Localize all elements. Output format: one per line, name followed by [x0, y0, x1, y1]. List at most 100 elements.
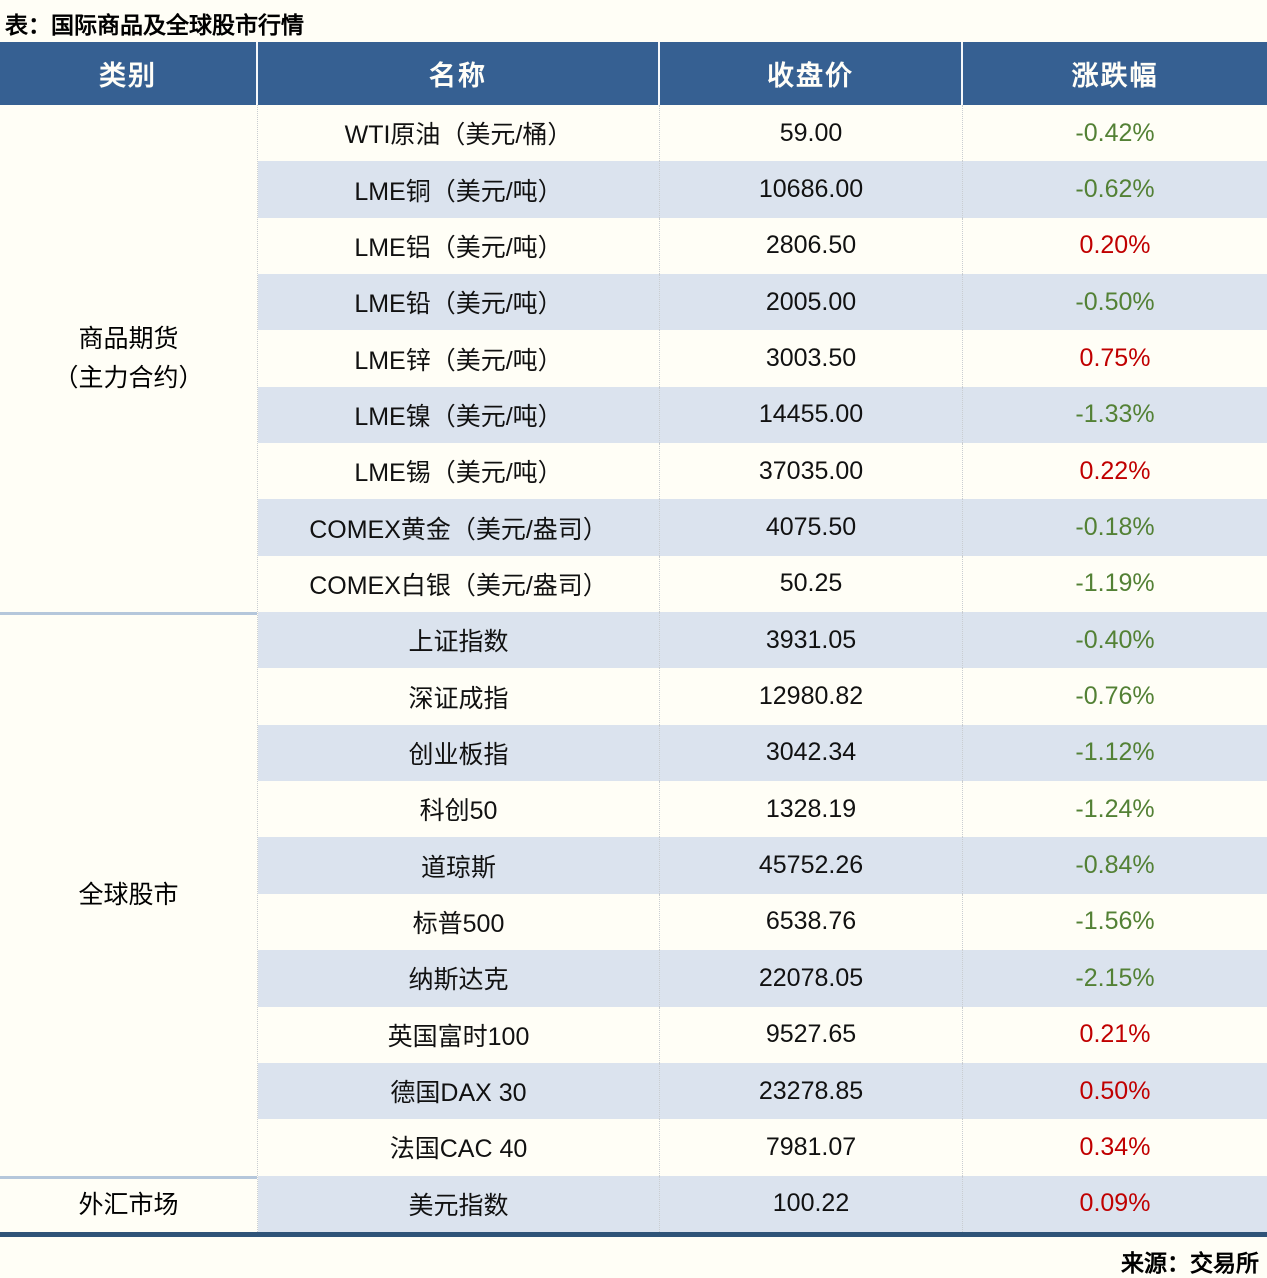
table-row: LME铜（美元/吨） 10686.00 -0.62% [258, 161, 1267, 218]
header-close-price: 收盘价 [660, 42, 963, 105]
table-rows: WTI原油（美元/桶） 59.00 -0.42% LME铜（美元/吨） 10686.00… [258, 105, 1267, 1232]
row-close-price: 50.25 [660, 555, 963, 613]
row-close-price: 3931.05 [660, 612, 963, 669]
row-name: LME铅（美元/吨） [258, 274, 660, 331]
category-column: 类别 商品期货 （主力合约） 全球股市 外汇市场 [0, 42, 258, 1232]
table-row: 纳斯达克 22078.05 -2.15% [258, 950, 1267, 1007]
table-row: 道琼斯 45752.26 -0.84% [258, 837, 1267, 894]
table-row: 深证成指 12980.82 -0.76% [258, 668, 1267, 725]
category-label-line: 全球股市 [78, 881, 179, 910]
row-name: 纳斯达克 [258, 950, 660, 1007]
header-change-pct: 涨跌幅 [1071, 61, 1159, 91]
row-close-price: 14455.00 [660, 386, 963, 444]
quotes-table: 类别 商品期货 （主力合约） 全球股市 外汇市场 名称 收盘价 涨跌幅 [0, 42, 1267, 1232]
row-change-pct: 0.20% [1079, 231, 1151, 260]
row-close-price: 12980.82 [660, 668, 963, 725]
table-row: LME铅（美元/吨） 2005.00 -0.50% [258, 274, 1267, 331]
row-change-pct: -0.50% [1075, 287, 1155, 316]
row-change-pct: -1.19% [1075, 569, 1155, 598]
row-name: COMEX白银（美元/盎司） [258, 555, 660, 613]
row-close-price: 3003.50 [660, 330, 963, 387]
table-title: 表：国际商品及全球股市行情 [5, 12, 304, 38]
row-close-price: 22078.05 [660, 950, 963, 1007]
row-close-price: 59.00 [660, 105, 963, 162]
row-close-price: 10686.00 [660, 161, 963, 218]
table-row: 英国富时100 9527.65 0.21% [258, 1006, 1267, 1063]
row-change-pct: -1.33% [1075, 400, 1155, 429]
header-category: 类别 [0, 42, 258, 105]
row-close-price: 3042.34 [660, 724, 963, 782]
category-label-line: （主力合约） [53, 363, 204, 392]
table-row: 科创50 1328.19 -1.24% [258, 781, 1267, 838]
table-row: LME锡（美元/吨） 37035.00 0.22% [258, 443, 1267, 500]
table-row: LME铝（美元/吨） 2806.50 0.20% [258, 217, 1267, 275]
table-row: LME镍（美元/吨） 14455.00 -1.33% [258, 386, 1267, 444]
row-change-pct: 0.21% [1079, 1020, 1151, 1049]
row-name: 标普500 [258, 893, 660, 951]
row-name: 法国CAC 40 [258, 1119, 660, 1176]
category-forex-market: 外汇市场 [0, 1175, 257, 1232]
table-row: 法国CAC 40 7981.07 0.34% [258, 1119, 1267, 1176]
row-name: 创业板指 [258, 724, 660, 782]
row-name: LME铝（美元/吨） [258, 217, 660, 275]
row-name: COMEX黄金（美元/盎司） [258, 499, 660, 556]
table-row: COMEX白银（美元/盎司） 50.25 -1.19% [258, 555, 1267, 613]
row-name: LME锡（美元/吨） [258, 443, 660, 500]
row-close-price: 2005.00 [660, 274, 963, 331]
row-name: 科创50 [258, 781, 660, 838]
row-name: 德国DAX 30 [258, 1062, 660, 1120]
row-close-price: 100.22 [660, 1175, 963, 1232]
table-row: 上证指数 3931.05 -0.40% [258, 612, 1267, 669]
table-row: 标普500 6538.76 -1.56% [258, 893, 1267, 951]
table-bottom-border [0, 1231, 1267, 1237]
category-global-stocks: 全球股市 [0, 612, 257, 1176]
data-column: 名称 收盘价 涨跌幅 WTI原油（美元/桶） 59.00 -0.42% LME铜（美元… [258, 42, 1267, 1232]
row-close-price: 7981.07 [660, 1119, 963, 1176]
category-label-line: 外汇市场 [78, 1190, 179, 1219]
table-row: LME锌（美元/吨） 3003.50 0.75% [258, 330, 1267, 387]
table-row: WTI原油（美元/桶） 59.00 -0.42% [258, 105, 1267, 162]
row-close-price: 1328.19 [660, 781, 963, 838]
category-commodity-futures: 商品期货 （主力合约） [0, 105, 257, 613]
row-change-pct: -0.42% [1075, 118, 1155, 147]
row-change-pct: -0.62% [1075, 175, 1155, 204]
row-close-price: 45752.26 [660, 837, 963, 894]
row-change-pct: 0.34% [1079, 1132, 1151, 1161]
row-change-pct: -0.40% [1075, 625, 1155, 654]
row-close-price: 4075.50 [660, 499, 963, 556]
row-name: LME锌（美元/吨） [258, 330, 660, 387]
row-close-price: 23278.85 [660, 1062, 963, 1120]
table-row: COMEX黄金（美元/盎司） 4075.50 -0.18% [258, 499, 1267, 556]
row-change-pct: -1.24% [1075, 794, 1155, 823]
row-name: 上证指数 [258, 612, 660, 669]
row-name: WTI原油（美元/桶） [258, 105, 660, 162]
row-change-pct: 0.09% [1079, 1189, 1151, 1218]
row-close-price: 2806.50 [660, 217, 963, 275]
row-change-pct: -0.18% [1075, 513, 1155, 542]
row-change-pct: -2.15% [1075, 963, 1155, 992]
row-change-pct: 0.75% [1079, 344, 1151, 373]
table-row: 美元指数 100.22 0.09% [258, 1175, 1267, 1232]
row-close-price: 6538.76 [660, 893, 963, 951]
row-change-pct: 0.22% [1079, 456, 1151, 485]
row-name: 深证成指 [258, 668, 660, 725]
table-row: 创业板指 3042.34 -1.12% [258, 724, 1267, 782]
row-change-pct: -0.84% [1075, 851, 1155, 880]
category-body: 商品期货 （主力合约） 全球股市 外汇市场 [0, 105, 258, 1232]
row-change-pct: -0.76% [1075, 682, 1155, 711]
row-name: 道琼斯 [258, 837, 660, 894]
table-header-row: 名称 收盘价 涨跌幅 [258, 42, 1267, 105]
table-row: 德国DAX 30 23278.85 0.50% [258, 1062, 1267, 1120]
source-note: 来源：交易所 [1121, 1249, 1259, 1276]
row-name: 英国富时100 [258, 1006, 660, 1063]
row-change-pct: -1.12% [1075, 738, 1155, 767]
row-close-price: 9527.65 [660, 1006, 963, 1063]
row-change-pct: -1.56% [1075, 907, 1155, 936]
row-change-pct: 0.50% [1079, 1076, 1151, 1105]
category-label-line: 商品期货 [78, 324, 179, 353]
row-name: LME铜（美元/吨） [258, 161, 660, 218]
row-close-price: 37035.00 [660, 443, 963, 500]
row-name: 美元指数 [258, 1175, 660, 1232]
row-name: LME镍（美元/吨） [258, 386, 660, 444]
